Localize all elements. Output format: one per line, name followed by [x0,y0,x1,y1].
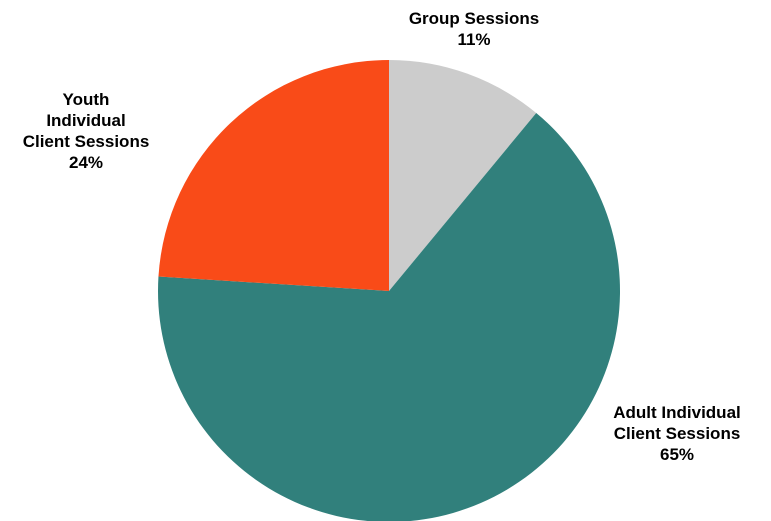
pie-slice-adult-individual-client-sessions [158,113,620,521]
data-label-line: Youth [63,90,110,109]
pie-slice-youth-individual-client-sessions [158,60,389,291]
data-label-line: Client Sessions [614,424,741,443]
data-label-line: Client Sessions [23,132,150,151]
data-label-adult-individual-client-sessions: Adult Individual Client Sessions 65% [613,403,741,464]
pie-labels: Group Sessions 11% Adult Individual Client … [23,9,741,464]
data-label-percent: 65% [660,445,694,464]
pie-slice-group-sessions [389,60,537,291]
data-label-youth-individual-client-sessions: Youth Individual Client Sessions 24% [23,90,150,172]
data-label-group-sessions: Group Sessions 11% [409,9,539,49]
data-label-percent: 11% [457,30,490,49]
data-label-percent: 24% [69,153,103,172]
pie-slices [158,60,620,521]
data-label-line: Adult Individual [613,403,741,422]
data-label-line: Individual [46,111,125,130]
data-label-line: Group Sessions [409,9,539,28]
